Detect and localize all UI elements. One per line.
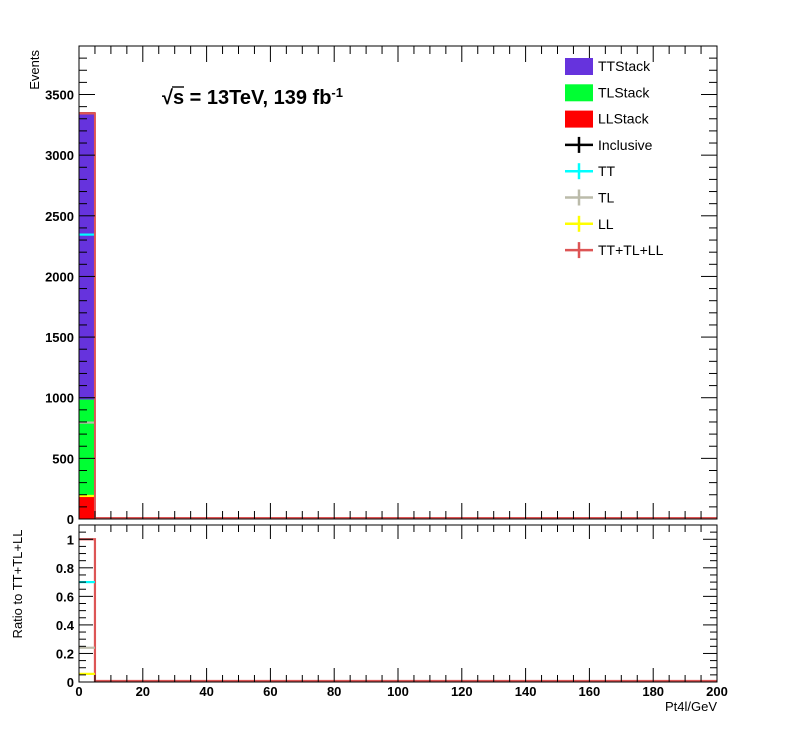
main-y-tick-label: 3000 [45, 148, 74, 163]
legend-label: TTStack [598, 58, 651, 74]
x-tick-label: 20 [136, 684, 150, 699]
legend-label: TLStack [598, 84, 650, 100]
x-axis-label: Pt4l/GeV [665, 699, 717, 714]
main-markers [79, 112, 717, 519]
ratio-y-tick-label: 1 [67, 532, 74, 547]
ratio-y-tick-label: 0.4 [56, 618, 75, 633]
legend-label: LL [598, 216, 614, 232]
annotation-exponent: -1 [331, 85, 343, 100]
x-tick-label: 120 [451, 684, 473, 699]
legend-label: LLStack [598, 111, 650, 127]
legend-label: Inclusive [598, 137, 653, 153]
legend-label: TT [598, 163, 616, 179]
ratio-y-tick-label: 0 [67, 675, 74, 690]
main-panel: 0 500 1000 1500 2000 2500 3000 3500 Events √s =… [27, 45, 718, 527]
total-histogram-outline [79, 112, 717, 519]
ratio-x-tick-labels: 0 20 40 60 80 100 120 140 160 180 200 [75, 684, 727, 699]
main-y-tick-label: 0 [67, 512, 74, 527]
main-y-axis-label: Events [27, 50, 42, 90]
energy-lumi-annotation: √s = 13TeV, 139 fb-1 [162, 85, 343, 110]
legend: TTStack TLStack LLStack Inclusive TT TL LL TT+T… [565, 58, 664, 259]
main-y-tick-label: 2500 [45, 209, 74, 224]
main-y-tick-label: 2000 [45, 269, 74, 284]
ratio-plot-frame [78, 524, 718, 683]
annotation-text: s = 13TeV, 139 fb [173, 87, 331, 109]
ratio-panel: 0 0.2 0.4 0.6 0.8 1 0 20 40 60 80 100 120 140 160 180 2… [10, 524, 728, 714]
legend-entry-tt-tl-ll: TT+TL+LL [565, 242, 664, 259]
stack-bar-llstack [79, 495, 95, 519]
ratio-y-tick-labels: 0 0.2 0.4 0.6 0.8 1 [56, 532, 75, 690]
ratio-y-tick-label: 0.2 [56, 646, 74, 661]
legend-label: TL [598, 190, 615, 206]
stack-bar-tlstack [79, 399, 95, 496]
main-y-tick-label: 1000 [45, 391, 74, 406]
legend-swatch [565, 110, 593, 128]
main-y-tick-label: 1500 [45, 330, 74, 345]
ratio-line-total [79, 538, 717, 683]
main-plot-frame [78, 45, 718, 520]
main-ticks [78, 45, 718, 520]
x-tick-label: 80 [327, 684, 341, 699]
x-tick-label: 140 [515, 684, 537, 699]
legend-entry-inclusive: Inclusive [565, 136, 653, 153]
legend-label: TT+TL+LL [598, 242, 664, 258]
ratio-y-tick-label: 0.6 [56, 589, 74, 604]
x-tick-label: 160 [579, 684, 601, 699]
main-y-tick-label: 500 [52, 451, 74, 466]
x-tick-label: 100 [387, 684, 409, 699]
legend-entry-ll: LL [565, 215, 614, 232]
legend-swatch [565, 58, 593, 75]
sqrt-symbol: √ [162, 87, 174, 109]
ratio-y-tick-label: 0.8 [56, 561, 74, 576]
ratio-lines [79, 538, 717, 683]
x-tick-label: 60 [263, 684, 277, 699]
legend-entry-ttstack: TTStack [565, 58, 651, 75]
stack-bar-ttstack [79, 113, 95, 400]
ratio-y-axis-label: Ratio to TT+TL+LL [10, 530, 25, 639]
legend-entry-tt: TT [565, 163, 616, 180]
legend-entry-tlstack: TLStack [565, 84, 650, 102]
x-tick-label: 0 [75, 684, 82, 699]
main-y-tick-label: 3500 [45, 88, 74, 103]
ratio-ticks [78, 524, 718, 683]
x-tick-label: 180 [642, 684, 664, 699]
legend-entry-llstack: LLStack [565, 110, 650, 128]
x-tick-label: 40 [199, 684, 213, 699]
x-tick-label: 200 [706, 684, 728, 699]
legend-swatch [565, 84, 593, 102]
legend-entry-tl: TL [565, 189, 615, 206]
main-y-tick-labels: 0 500 1000 1500 2000 2500 3000 3500 [45, 88, 74, 527]
